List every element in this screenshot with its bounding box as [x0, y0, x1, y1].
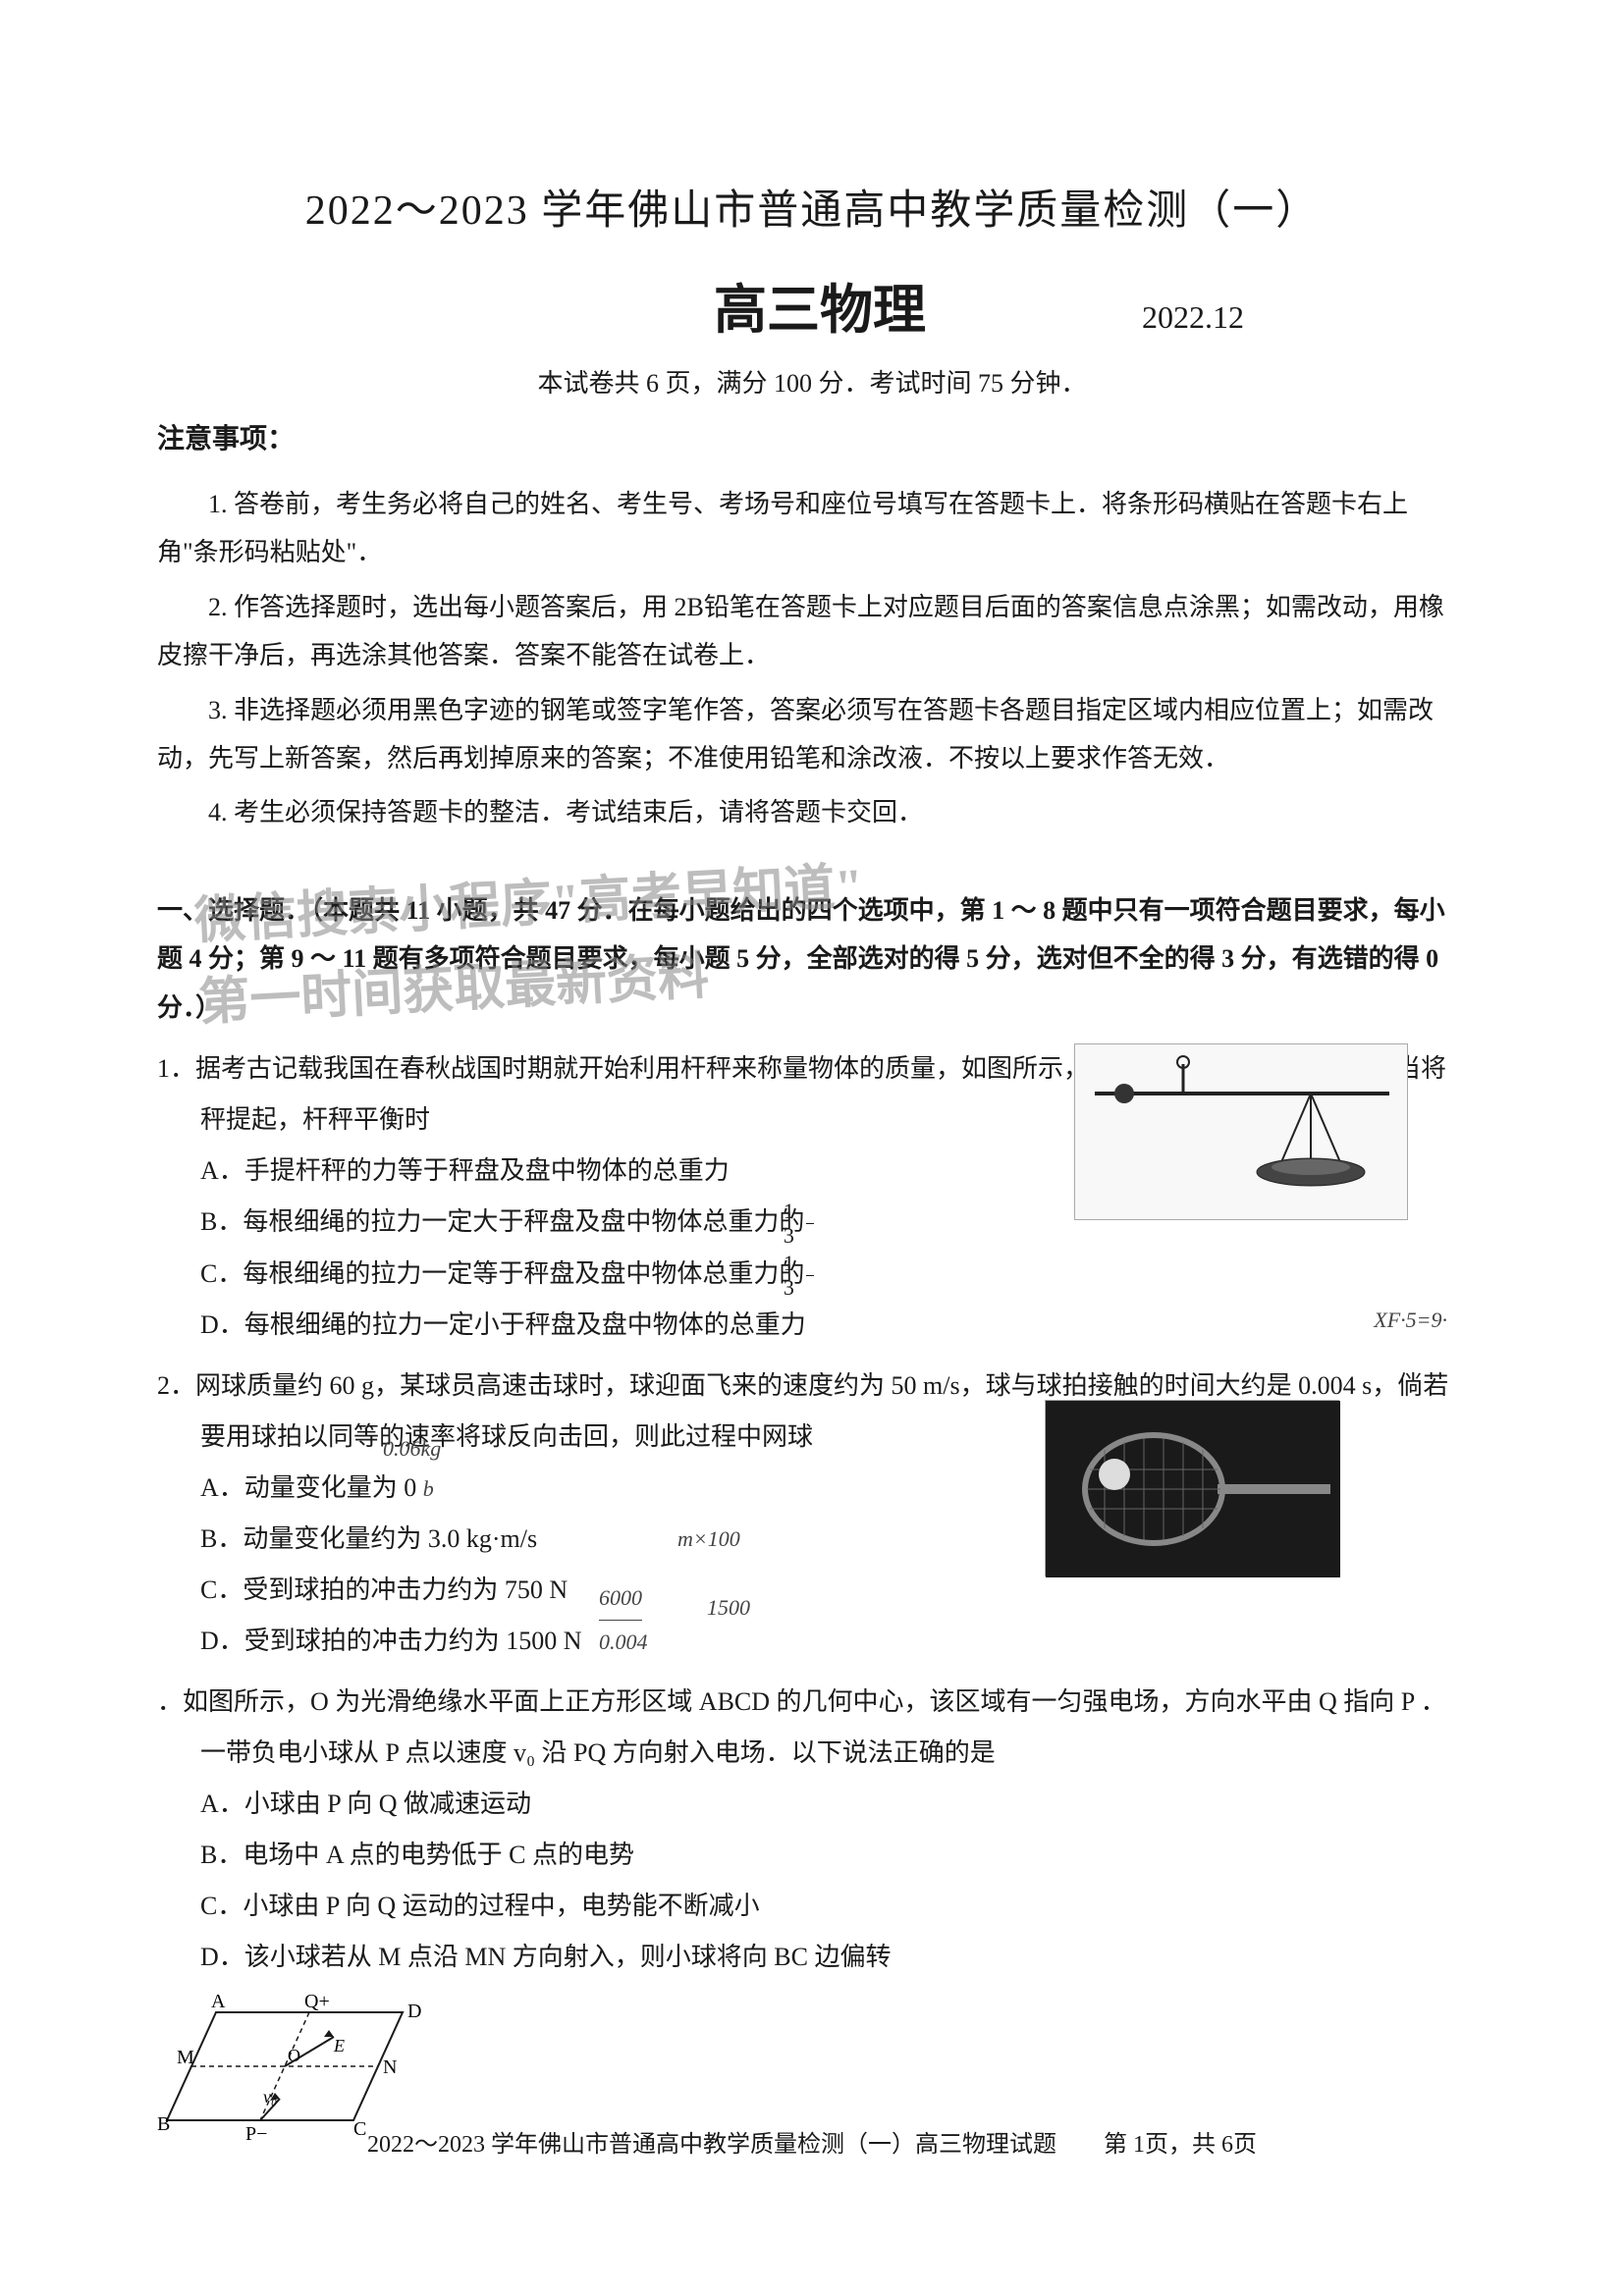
subtitle-row: 高三物理 2022.12: [157, 266, 1467, 344]
notice-item-3: 3. 非选择题必须用黑色字迹的钢笔或签字笔作答，答案必须写在答题卡各题目指定区域…: [157, 686, 1467, 783]
label-M: M: [177, 2047, 194, 2068]
q2-optA-text: A．动量变化量为 0: [200, 1473, 416, 1502]
label-E: E: [333, 2036, 345, 2056]
label-O: O: [288, 2046, 300, 2065]
main-title: 2022～2023 学年佛山市普通高中教学质量检测（一）: [157, 177, 1467, 237]
notice-item-1: 1. 答卷前，考生务必将自己的姓名、考生号、考场号和座位号填写在答题卡上．将条形…: [157, 480, 1467, 577]
handwriting-3: m×100: [677, 1518, 740, 1561]
handwriting-b: b: [423, 1476, 434, 1501]
label-N: N: [383, 2056, 397, 2078]
q3-optA: A．小球由 P 向 Q 做减速运动: [157, 1779, 1467, 1830]
label-D: D: [407, 2001, 421, 2022]
q1-optC: C．每根细绳的拉力一定等于秤盘及盘中物体总重力的13: [157, 1249, 1467, 1301]
page-footer: 2022～2023 学年佛山市普通高中教学质量检测（一）高三物理试题 第 1页，…: [0, 2124, 1624, 2159]
tennis-figure: [1045, 1400, 1339, 1576]
q2-optD: D．受到球拍的冲击力约为 1500 N: [157, 1616, 1467, 1667]
question-3: ．如图所示，O 为光滑绝缘水平面上正方形区域 ABCD 的几何中心，该区域有一匀…: [157, 1677, 1467, 2150]
exam-date: 2022.12: [1142, 299, 1244, 336]
label-v0: v₀: [263, 2087, 277, 2107]
q2-num: 2．: [157, 1371, 195, 1400]
steelyard-figure: [1074, 1043, 1408, 1220]
q3-stem-text: 如图所示，O 为光滑绝缘水平面上正方形区域 ABCD 的几何中心，该区域有一匀强…: [183, 1687, 1446, 1767]
q1-optB-text: B．每根细绳的拉力一定大于秤盘及盘中物体总重力的: [200, 1207, 804, 1236]
notice-item-2: 2. 作答选择题时，选出每小题答案后，用 2B铅笔在答题卡上对应题目后面的答案信…: [157, 583, 1467, 680]
q1-optD: D．每根细绳的拉力一定小于秤盘及盘中物体的总重力: [157, 1300, 1467, 1351]
q3-optD: D．该小球若从 M 点沿 MN 方向射入，则小球将向 BC 边偏转: [157, 1932, 1467, 1983]
section-1-header: 一、选择题．（本题共 11 小题，共 47 分．在每小题给出的四个选项中，第 1…: [157, 886, 1467, 1032]
handwriting-1: XF·5=9·: [1374, 1299, 1447, 1342]
question-1: 1．据考古记载我国在春秋战国时期就开始利用杆秤来称量物体的质量，如图所示，悬挂秤…: [157, 1043, 1467, 1351]
label-A: A: [211, 1991, 226, 2012]
exam-page: 2022～2023 学年佛山市普通高中教学质量检测（一） 高三物理 2022.1…: [0, 0, 1624, 2296]
fraction-icon: 13: [806, 1200, 814, 1248]
sub-title: 高三物理: [714, 266, 926, 344]
fraction-icon: 13: [806, 1252, 814, 1300]
q1-optC-text: C．每根细绳的拉力一定等于秤盘及盘中物体总重力的: [200, 1259, 804, 1288]
handwriting-2: 0.06kg: [383, 1427, 441, 1470]
handwriting-5: 1500: [707, 1586, 750, 1629]
question-2: 2．网球质量约 60 g，某球员高速击球时，球迎面飞来的速度约为 50 m/s，…: [157, 1361, 1467, 1667]
handwriting-4: 6000 0.004: [599, 1576, 648, 1664]
notice-item-4: 4. 考生必须保持答题卡的整洁．考试结束后，请将答题卡交回．: [157, 788, 1467, 836]
tennis-racket-icon: [1046, 1401, 1340, 1577]
section-1-body: （本题共 11 小题，共 47 分．在每小题给出的四个选项中，第 1 ～ 8 题…: [157, 896, 1445, 1022]
paper-info: 本试卷共 6 页，满分 100 分．考试时间 75 分钟．: [157, 363, 1467, 400]
q3-optB: B．电场中 A 点的电势低于 C 点的电势: [157, 1830, 1467, 1881]
label-Q: Q+: [304, 1991, 330, 2012]
notice-title: 注意事项：: [157, 417, 1467, 456]
q3-stem: ．如图所示，O 为光滑绝缘水平面上正方形区域 ABCD 的几何中心，该区域有一匀…: [157, 1677, 1467, 1779]
section-1-prefix: 一、选择题．: [157, 896, 310, 925]
q1-num: 1．: [157, 1054, 195, 1083]
steelyard-icon: [1075, 1044, 1409, 1221]
q3-optC: C．小球由 P 向 Q 运动的过程中，电势能不断减小: [157, 1881, 1467, 1932]
q3-num: ．: [157, 1687, 183, 1716]
